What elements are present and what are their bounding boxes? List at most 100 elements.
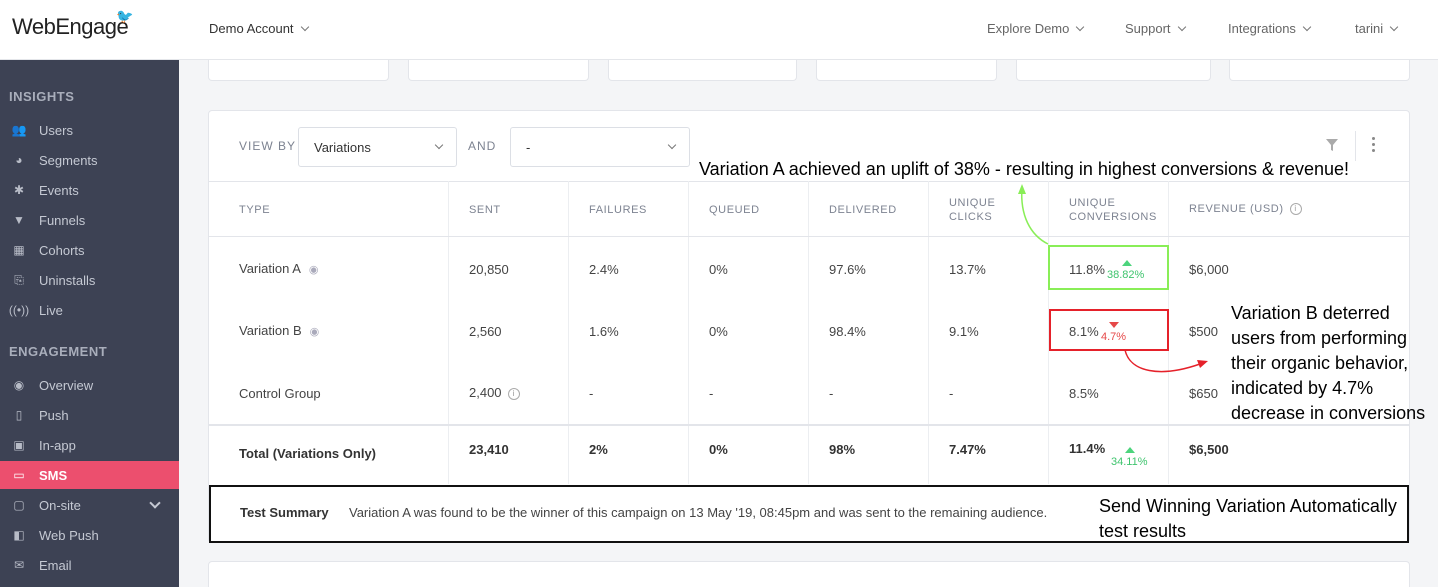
cell-queued: 0% xyxy=(709,324,728,339)
annotation-line: test results xyxy=(1099,521,1187,541)
sidebar-item-events[interactable]: ✱ Events xyxy=(0,176,179,204)
sidebar-item-overview[interactable]: ◉ Overview xyxy=(0,371,179,399)
eye-icon[interactable]: ◉ xyxy=(309,326,320,338)
and-select[interactable]: - xyxy=(510,127,690,167)
info-icon[interactable]: i xyxy=(507,387,520,400)
sidebar-item-in-app[interactable]: ▣ In-app xyxy=(0,431,179,459)
account-label: Demo Account xyxy=(209,21,294,36)
table-row-total: Total (Variations Only) xyxy=(239,446,377,461)
sidebar-item-web-push[interactable]: ◧ Web Push xyxy=(0,521,179,549)
table-row-variation-a[interactable]: Variation A ◉ xyxy=(239,261,319,276)
stat-card xyxy=(608,60,797,81)
account-switcher[interactable]: Demo Account xyxy=(209,21,309,36)
cell-conversions: 8.1% xyxy=(1069,324,1099,339)
highlight-variation-a-conversion xyxy=(1048,245,1169,290)
cell-clicks: 13.7% xyxy=(949,262,986,277)
sidebar-item-label: Users xyxy=(39,122,73,138)
sidebar-item-label: Funnels xyxy=(39,212,86,228)
sidebar-item-uninstalls[interactable]: ⎘ Uninstalls xyxy=(0,266,179,294)
column-divider xyxy=(928,181,929,484)
table-row-control-group[interactable]: Control Group xyxy=(239,386,321,401)
row-type: Variation B xyxy=(239,323,302,338)
email-icon: ✉ xyxy=(13,558,25,572)
explore-demo-menu[interactable]: Explore Demo xyxy=(987,21,1085,36)
table-row-variation-b[interactable]: Variation B ◉ xyxy=(239,323,319,338)
webengage-logo[interactable]: WebEngage 🐦 xyxy=(12,8,133,40)
header-delivered: DELIVERED xyxy=(829,204,897,216)
annotation-line: Variation B deterred xyxy=(1231,303,1390,323)
sidebar-item-label: Uninstalls xyxy=(39,272,96,288)
test-summary-label: Test Summary xyxy=(240,505,329,520)
divider xyxy=(209,181,1409,182)
on-site-icon: ▢ xyxy=(13,498,25,512)
uplift-value: 34.11% xyxy=(1111,456,1148,468)
column-divider xyxy=(688,181,689,484)
sidebar-item-push[interactable]: ▯ Push xyxy=(0,401,179,429)
header-sent: SENT xyxy=(469,204,501,216)
sidebar-item-label: In-app xyxy=(39,437,76,453)
and-value: - xyxy=(526,140,531,155)
info-icon[interactable]: i xyxy=(1289,203,1302,216)
annotation-send-winning: Send Winning Variation Automatically tes… xyxy=(1099,494,1397,544)
filter-icon[interactable] xyxy=(1326,139,1338,151)
cell-failures: - xyxy=(589,386,594,401)
sidebar-item-funnels[interactable]: ▼ Funnels xyxy=(0,206,179,234)
sidebar-item-label: Live xyxy=(39,302,63,318)
pie-icon: ◕ xyxy=(15,153,23,167)
chevron-down-icon xyxy=(1389,22,1399,32)
cell-sent-value: 2,400 xyxy=(469,385,502,400)
sms-icon: ▭ xyxy=(13,468,25,482)
stat-card xyxy=(816,60,997,81)
eye-icon[interactable]: ◉ xyxy=(308,264,319,276)
uplift-down-arrow-icon xyxy=(1109,322,1119,328)
top-navbar: WebEngage 🐦 Demo Account Explore Demo Su… xyxy=(0,0,1438,60)
cell-queued: 0% xyxy=(709,442,728,457)
logo-text: WebEngage xyxy=(12,14,129,39)
view-by-value: Variations xyxy=(314,140,371,155)
chevron-down-icon[interactable] xyxy=(149,497,161,509)
support-menu[interactable]: Support xyxy=(1125,21,1186,36)
sidebar-item-label: Overview xyxy=(39,377,94,393)
sidebar-item-label: On-site xyxy=(39,497,81,513)
column-divider xyxy=(448,181,449,484)
integrations-menu[interactable]: Integrations xyxy=(1228,21,1312,36)
sidebar-item-email[interactable]: ✉ Email xyxy=(0,551,179,579)
funnel-icon: ▼ xyxy=(13,213,25,227)
sidebar-item-label: Cohorts xyxy=(39,242,85,258)
divider xyxy=(209,424,1409,426)
section-engagement: ENGAGEMENT xyxy=(9,344,108,359)
sidebar-item-label: SMS xyxy=(39,467,68,483)
more-options-icon[interactable] xyxy=(1372,137,1376,155)
header-failures: FAILURES xyxy=(589,204,647,216)
cell-delivered: 98.4% xyxy=(829,324,866,339)
cell-sent: 23,410 xyxy=(469,442,509,457)
users-icon: 👥 xyxy=(11,123,27,137)
row-type: Variation A xyxy=(239,261,301,276)
sidebar-item-cohorts[interactable]: ▦ Cohorts xyxy=(0,236,179,264)
support-label: Support xyxy=(1125,21,1171,36)
annotation-line: indicated by 4.7% xyxy=(1231,378,1374,398)
cell-failures: 2% xyxy=(589,442,608,457)
user-menu[interactable]: tarini xyxy=(1355,21,1399,36)
view-by-select[interactable]: Variations xyxy=(298,127,457,167)
header-queued: QUEUED xyxy=(709,204,760,216)
column-divider xyxy=(1048,181,1049,484)
test-summary-text: Variation A was found to be the winner o… xyxy=(349,505,1048,520)
sidebar-item-live[interactable]: ((•)) Live xyxy=(0,296,179,324)
header-revenue: REVENUE (USD) i xyxy=(1189,202,1302,216)
sidebar-item-users[interactable]: 👥 Users xyxy=(0,116,179,144)
view-by-label: VIEW BY xyxy=(239,139,297,153)
sidebar-item-on-site[interactable]: ▢ On-site xyxy=(0,491,179,519)
chevron-down-icon xyxy=(1302,22,1312,32)
header-revenue-label: REVENUE (USD) xyxy=(1189,203,1284,215)
sidebar-item-sms[interactable]: ▭ SMS xyxy=(0,461,179,489)
cell-queued: - xyxy=(709,386,714,401)
cell-clicks: 7.47% xyxy=(949,442,986,457)
chevron-down-icon xyxy=(1076,22,1085,32)
header-type: TYPE xyxy=(239,204,271,216)
cell-conversions: 8.5% xyxy=(1069,386,1099,401)
integrations-label: Integrations xyxy=(1228,21,1296,36)
sidebar-item-segments[interactable]: ◕ Segments xyxy=(0,146,179,174)
stat-card xyxy=(1229,60,1410,81)
annotation-uplift: Variation A achieved an uplift of 38% - … xyxy=(699,159,1350,179)
